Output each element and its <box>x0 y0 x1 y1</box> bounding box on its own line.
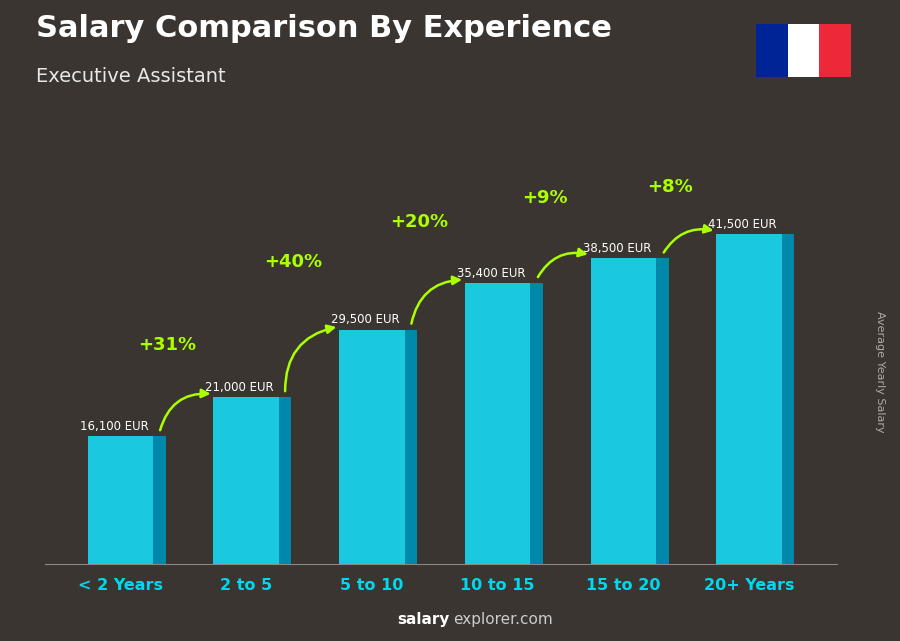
Polygon shape <box>279 397 292 564</box>
Text: explorer.com: explorer.com <box>453 612 553 627</box>
Text: Salary Comparison By Experience: Salary Comparison By Experience <box>36 14 612 43</box>
Bar <box>213 397 279 564</box>
Text: 29,500 EUR: 29,500 EUR <box>331 313 400 326</box>
Bar <box>339 329 404 564</box>
Text: Executive Assistant: Executive Assistant <box>36 67 226 87</box>
Text: 21,000 EUR: 21,000 EUR <box>205 381 274 394</box>
Polygon shape <box>656 258 669 564</box>
Text: salary: salary <box>398 612 450 627</box>
Bar <box>716 234 782 564</box>
Text: +9%: +9% <box>522 190 568 208</box>
Polygon shape <box>782 234 795 564</box>
Polygon shape <box>530 283 543 564</box>
Text: 16,100 EUR: 16,100 EUR <box>79 420 148 433</box>
Text: +20%: +20% <box>390 213 448 231</box>
Polygon shape <box>404 329 417 564</box>
Text: 38,500 EUR: 38,500 EUR <box>582 242 651 255</box>
Text: 35,400 EUR: 35,400 EUR <box>457 267 526 279</box>
Text: +40%: +40% <box>265 253 322 271</box>
Text: 41,500 EUR: 41,500 EUR <box>708 218 777 231</box>
Polygon shape <box>153 436 166 564</box>
Bar <box>87 436 153 564</box>
Text: +8%: +8% <box>648 178 693 196</box>
Text: +31%: +31% <box>139 337 196 354</box>
Bar <box>590 258 656 564</box>
Text: Average Yearly Salary: Average Yearly Salary <box>875 311 886 433</box>
Bar <box>465 283 530 564</box>
